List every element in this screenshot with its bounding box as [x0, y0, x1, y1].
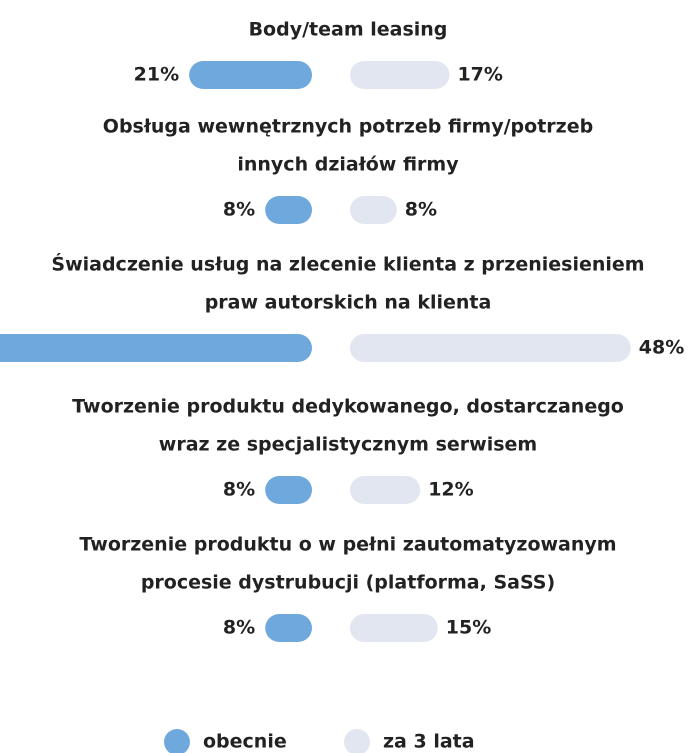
- legend-label: za 3 lata: [383, 731, 475, 753]
- value-label: 8%: [405, 199, 437, 221]
- category-label: procesie dystrubucji (platforma, SaSS): [141, 572, 555, 594]
- bar: [350, 334, 631, 362]
- value-label: 15%: [446, 617, 491, 639]
- value-label: 21%: [134, 64, 179, 86]
- bar: [350, 614, 438, 642]
- value-label: 8%: [223, 617, 255, 639]
- value-label: 8%: [223, 199, 255, 221]
- value-label: 12%: [428, 479, 473, 501]
- bar: [350, 61, 449, 89]
- value-label: 17%: [457, 64, 502, 86]
- bar: [350, 196, 397, 224]
- legend-marker: [344, 729, 370, 753]
- page: Body/team leasing 21% 17% Obsługa wewnętrzn…: [0, 0, 697, 753]
- category-label: Obsługa wewnętrznych potrzeb firmy/potrz…: [103, 116, 593, 138]
- bar: [265, 196, 312, 224]
- bar: [0, 334, 312, 362]
- bar: [265, 476, 312, 504]
- category-label: praw autorskich na klienta: [205, 292, 492, 314]
- category-label: Tworzenie produktu dedykowanego, dostarc…: [72, 396, 624, 418]
- category-label: innych działów firmy: [237, 154, 459, 176]
- category-label: wraz ze specjalistycznym serwisem: [159, 434, 537, 456]
- category-label: Body/team leasing: [249, 19, 448, 41]
- chart: Body/team leasing 21% 17% Obsługa wewnętrzn…: [0, 0, 697, 753]
- bar: [189, 61, 312, 89]
- legend-label: obecnie: [203, 731, 287, 753]
- legend-marker: [164, 729, 190, 753]
- value-label: 48%: [639, 337, 684, 359]
- value-label: 8%: [223, 479, 255, 501]
- bar: [350, 476, 420, 504]
- category-label: Świadczenie usług na zlecenie klienta z …: [51, 252, 644, 276]
- category-label: Tworzenie produktu o w pełni zautomatyzo…: [79, 534, 616, 556]
- bar: [265, 614, 312, 642]
